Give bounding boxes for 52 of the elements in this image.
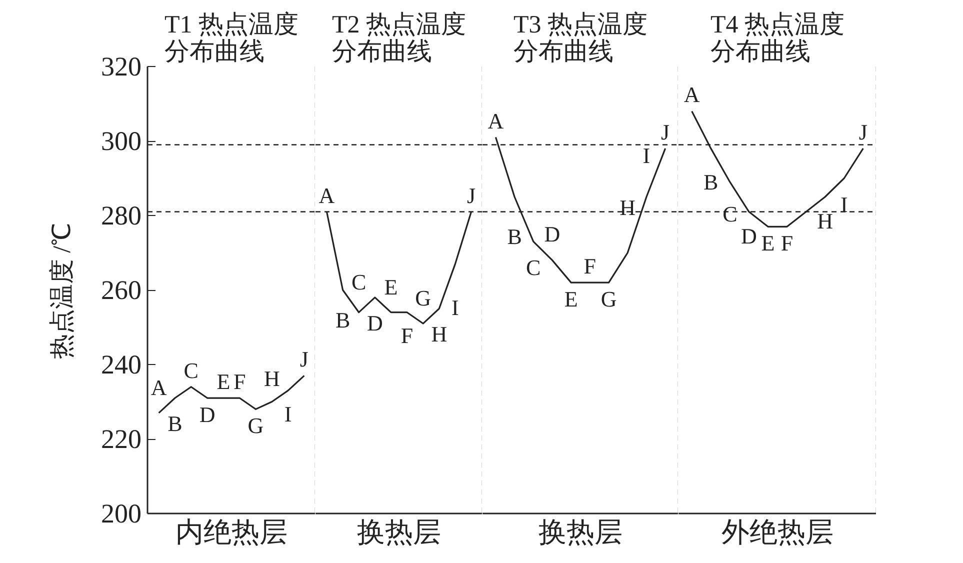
category-label: G xyxy=(600,286,617,312)
chart-title: T2 热点温度分布曲线 xyxy=(332,10,466,66)
y-tick-label: 320 xyxy=(101,52,142,82)
category-label: F xyxy=(584,254,596,279)
category-label: A xyxy=(684,82,700,108)
category-label: H xyxy=(817,208,834,234)
category-label: F xyxy=(400,323,414,348)
x-axis-title: 外绝热层 xyxy=(722,518,834,548)
category-label: C xyxy=(526,255,541,280)
y-tick-label: 220 xyxy=(101,424,142,454)
x-axis-title: 内绝热层 xyxy=(176,518,288,548)
category-label: E xyxy=(761,230,775,256)
category-label: J xyxy=(858,119,868,144)
category-label: E xyxy=(384,274,398,300)
category-label: B xyxy=(507,224,522,250)
x-tick-label: G xyxy=(248,413,264,438)
chart-title: T4 热点温度分布曲线 xyxy=(710,10,845,66)
category-label: D xyxy=(544,222,560,247)
y-tick-label: 200 xyxy=(101,498,142,528)
x-tick-label: D xyxy=(199,402,216,428)
x-tick-label: C xyxy=(184,358,198,383)
category-label: C xyxy=(352,270,366,295)
category-label: F xyxy=(780,230,794,256)
y-tick-label: 240 xyxy=(101,350,142,380)
y-tick-label: 280 xyxy=(101,200,142,230)
category-label: I xyxy=(642,142,650,168)
chart-title: T3 热点温度分布曲线 xyxy=(513,10,648,66)
chart-title: T1 热点温度分布曲线 xyxy=(164,10,299,66)
category-label: D xyxy=(366,310,383,336)
x-tick-label: E xyxy=(216,369,230,394)
category-label: D xyxy=(741,223,757,248)
category-label: A xyxy=(488,108,504,134)
y-axis-title: 热点温度 /℃ xyxy=(48,222,76,360)
category-label: G xyxy=(415,285,432,310)
category-label: J xyxy=(466,182,476,208)
y-tick-label: 300 xyxy=(101,126,142,156)
x-tick-label: A xyxy=(150,374,167,400)
x-axis-title: 换热层 xyxy=(357,518,441,548)
x-tick-label: H xyxy=(264,366,280,391)
category-label: B xyxy=(335,308,350,333)
y-tick-label: 260 xyxy=(101,275,142,305)
x-tick-label: I xyxy=(284,401,292,426)
x-axis-title: 换热层 xyxy=(538,518,622,548)
category-label: H xyxy=(620,194,636,220)
category-label: A xyxy=(318,182,335,208)
x-tick-label: B xyxy=(168,411,182,436)
category-label: B xyxy=(704,170,718,195)
category-label: I xyxy=(452,295,459,320)
category-label: H xyxy=(431,322,448,347)
x-tick-label: F xyxy=(233,369,246,394)
category-label: E xyxy=(564,286,578,312)
category-label: J xyxy=(661,119,670,144)
